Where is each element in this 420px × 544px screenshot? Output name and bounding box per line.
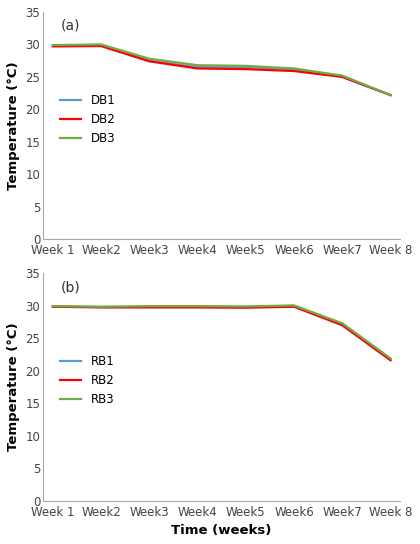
DB1 bbox=[99, 42, 104, 48]
RB1 bbox=[340, 320, 345, 327]
Line: RB2: RB2 bbox=[53, 307, 391, 360]
Line: RB1: RB1 bbox=[53, 306, 391, 359]
RB1 bbox=[291, 302, 297, 309]
RB1 bbox=[388, 356, 393, 362]
DB1 bbox=[50, 42, 55, 49]
DB2 bbox=[291, 68, 297, 75]
RB1 bbox=[147, 304, 152, 310]
RB3 bbox=[50, 303, 55, 310]
DB1 bbox=[243, 64, 248, 70]
DB3 bbox=[291, 65, 297, 72]
DB3 bbox=[99, 41, 104, 48]
Line: DB1: DB1 bbox=[53, 45, 391, 95]
DB3 bbox=[147, 55, 152, 62]
DB1 bbox=[388, 92, 393, 98]
RB2 bbox=[195, 304, 200, 311]
RB3 bbox=[340, 320, 345, 326]
RB3 bbox=[195, 303, 200, 310]
RB2 bbox=[340, 322, 345, 329]
DB3 bbox=[243, 63, 248, 69]
Y-axis label: Temperature (°C): Temperature (°C) bbox=[7, 61, 20, 190]
RB1 bbox=[195, 304, 200, 310]
Legend: DB1, DB2, DB3: DB1, DB2, DB3 bbox=[56, 91, 119, 149]
Line: RB3: RB3 bbox=[53, 305, 391, 358]
X-axis label: Time (weeks): Time (weeks) bbox=[171, 524, 272, 537]
RB1 bbox=[243, 304, 248, 310]
DB3 bbox=[50, 42, 55, 48]
Line: DB2: DB2 bbox=[53, 46, 391, 95]
Line: DB3: DB3 bbox=[53, 45, 391, 95]
RB3 bbox=[99, 304, 104, 310]
DB2 bbox=[243, 66, 248, 72]
DB1 bbox=[291, 66, 297, 72]
DB2 bbox=[388, 92, 393, 98]
RB3 bbox=[243, 303, 248, 310]
Y-axis label: Temperature (°C): Temperature (°C) bbox=[7, 323, 20, 452]
RB2 bbox=[147, 304, 152, 311]
DB2 bbox=[195, 65, 200, 72]
DB2 bbox=[99, 43, 104, 50]
RB3 bbox=[147, 303, 152, 310]
Legend: RB1, RB2, RB3: RB1, RB2, RB3 bbox=[56, 352, 118, 410]
RB3 bbox=[388, 355, 393, 362]
DB2 bbox=[340, 73, 345, 80]
RB2 bbox=[243, 305, 248, 311]
DB1 bbox=[340, 73, 345, 80]
RB1 bbox=[50, 303, 55, 310]
DB1 bbox=[195, 64, 200, 70]
RB1 bbox=[99, 304, 104, 310]
RB2 bbox=[50, 304, 55, 310]
DB3 bbox=[195, 62, 200, 69]
DB2 bbox=[147, 58, 152, 65]
DB2 bbox=[50, 43, 55, 50]
RB2 bbox=[99, 304, 104, 311]
RB3 bbox=[291, 302, 297, 308]
DB1 bbox=[147, 58, 152, 64]
RB2 bbox=[388, 357, 393, 363]
Text: (b): (b) bbox=[61, 280, 81, 294]
DB3 bbox=[340, 72, 345, 79]
RB2 bbox=[291, 304, 297, 310]
DB3 bbox=[388, 92, 393, 98]
Text: (a): (a) bbox=[61, 18, 81, 33]
